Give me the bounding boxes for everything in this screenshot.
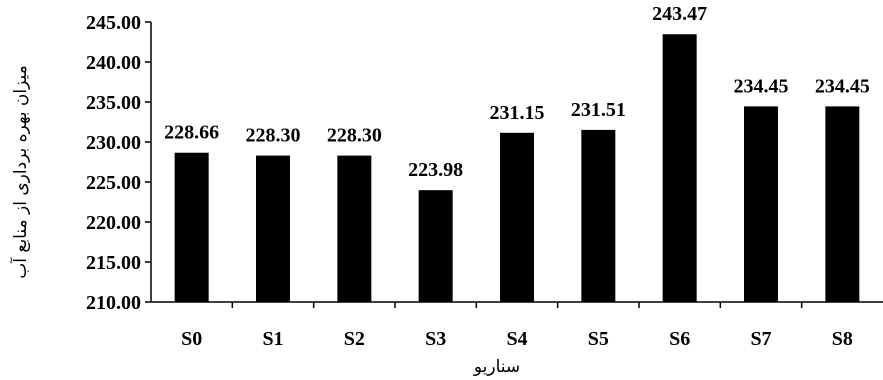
- x-tick-label: S3: [425, 328, 446, 350]
- x-axis-ticks: S0 S1 S2 S3 S4 S5 S6 S7 S8: [181, 302, 853, 350]
- bar-value-label: 228.30: [327, 125, 382, 147]
- y-tick-label: 210.00: [86, 292, 141, 314]
- x-tick-label: S5: [588, 328, 609, 350]
- bar-value-label: 234.45: [815, 75, 870, 97]
- y-tick-label: 230.00: [86, 132, 141, 154]
- x-tick-label: S2: [344, 328, 365, 350]
- y-tick-label: 240.00: [86, 52, 141, 74]
- bar-s2: [337, 155, 372, 302]
- x-tick-label: S8: [832, 328, 853, 350]
- bar-value-labels: 228.66 228.30 228.30 223.98 231.15 231.51 243.…: [164, 3, 870, 181]
- bar-s6: [662, 34, 697, 303]
- bar-value-label: 231.51: [571, 99, 626, 121]
- bar-s4: [500, 132, 534, 302]
- y-axis-title: میزان بهره برداری از منابع آب: [9, 65, 31, 278]
- bar-s5: [581, 129, 616, 302]
- bar-s1: [256, 155, 290, 302]
- bar-value-label: 234.45: [734, 75, 789, 97]
- y-tick-label: 245.00: [86, 12, 141, 34]
- bar-s8: [825, 106, 860, 303]
- y-tick-label: 235.00: [86, 92, 141, 114]
- x-axis-title: سناریو: [473, 357, 520, 377]
- bar-s7: [744, 106, 778, 303]
- bars: [174, 34, 860, 303]
- x-tick-label: S0: [181, 328, 202, 350]
- bar-s0: [174, 152, 209, 302]
- x-tick-label: S7: [750, 328, 771, 350]
- y-tick-label: 220.00: [86, 212, 141, 234]
- bar-value-label: 223.98: [408, 159, 463, 181]
- x-tick-label: S6: [669, 328, 690, 350]
- x-tick-label: S1: [262, 328, 283, 350]
- bar-value-label: 228.30: [246, 125, 301, 147]
- x-tick-label: S4: [506, 328, 527, 350]
- y-tick-label: 225.00: [86, 172, 141, 194]
- bar-value-label: 228.66: [164, 122, 219, 144]
- bar-value-label: 243.47: [652, 3, 707, 25]
- bar-s3: [418, 190, 453, 302]
- y-axis-ticks: 210.00 215.00 220.00 225.00 230.00 235.00 240.…: [86, 12, 151, 314]
- y-tick-label: 215.00: [86, 252, 141, 274]
- bar-value-label: 231.15: [490, 102, 545, 124]
